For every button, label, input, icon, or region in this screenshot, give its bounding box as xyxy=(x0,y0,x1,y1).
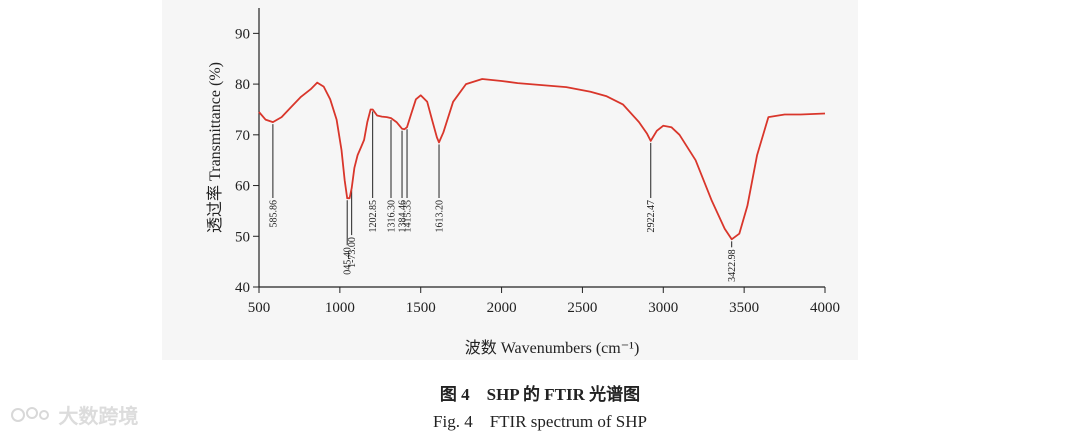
x-tick-label: 2000 xyxy=(487,300,517,316)
y-tick-label: 70 xyxy=(235,128,250,144)
ftir-chart: 40 50 60 70 80 90 500 1000 1500 2000 2500 3000 3500 4… xyxy=(206,8,840,357)
watermark-text: 大数跨境 xyxy=(58,404,139,428)
peak-label: 585.86 xyxy=(268,200,279,228)
peak-label: 1316.30 xyxy=(387,200,398,233)
peak-label: 1-73.00 xyxy=(347,237,358,268)
peak-label: 1415.35 xyxy=(403,200,414,233)
peak-label: 1384.46 xyxy=(398,200,409,233)
figure-caption-chinese: 图 4 SHP 的 FTIR 光谱图 xyxy=(439,385,641,404)
x-tick-label: 1500 xyxy=(406,300,436,316)
y-axis-label: 透过率 Transmittance (%) xyxy=(206,62,224,233)
y-tick-label: 80 xyxy=(235,77,250,93)
y-tick-label: 90 xyxy=(235,26,250,42)
peak-label: 3422.98 xyxy=(727,249,738,281)
chart-panel: 40 50 60 70 80 90 500 1000 1500 2000 2500 3000 3500 4… xyxy=(162,0,858,360)
peak-label: 1202.85 xyxy=(368,200,379,233)
x-tick-label: 500 xyxy=(248,300,271,316)
y-tick-label: 50 xyxy=(235,229,250,245)
x-tick-label: 4000 xyxy=(810,300,840,316)
spectrum-line xyxy=(258,78,826,241)
x-tick-label: 1000 xyxy=(325,300,355,316)
peak-label: 2922.47 xyxy=(646,200,657,233)
x-tick-label: 3500 xyxy=(729,300,759,316)
figure-caption-english: Fig. 4 FTIR spectrum of SHP xyxy=(433,412,647,431)
watermark: 大数跨境 xyxy=(8,400,138,429)
x-tick-label: 2500 xyxy=(567,300,597,316)
y-tick-label: 60 xyxy=(235,179,250,195)
peak-label: 045.40 xyxy=(343,247,354,275)
brand-logo-icon xyxy=(11,406,49,422)
peak-label: 1613.20 xyxy=(435,200,446,233)
x-axis-label: 波数 Wavenumbers (cm⁻¹) xyxy=(465,339,640,357)
y-tick-label: 40 xyxy=(235,280,250,296)
x-tick-label: 3000 xyxy=(648,300,678,316)
